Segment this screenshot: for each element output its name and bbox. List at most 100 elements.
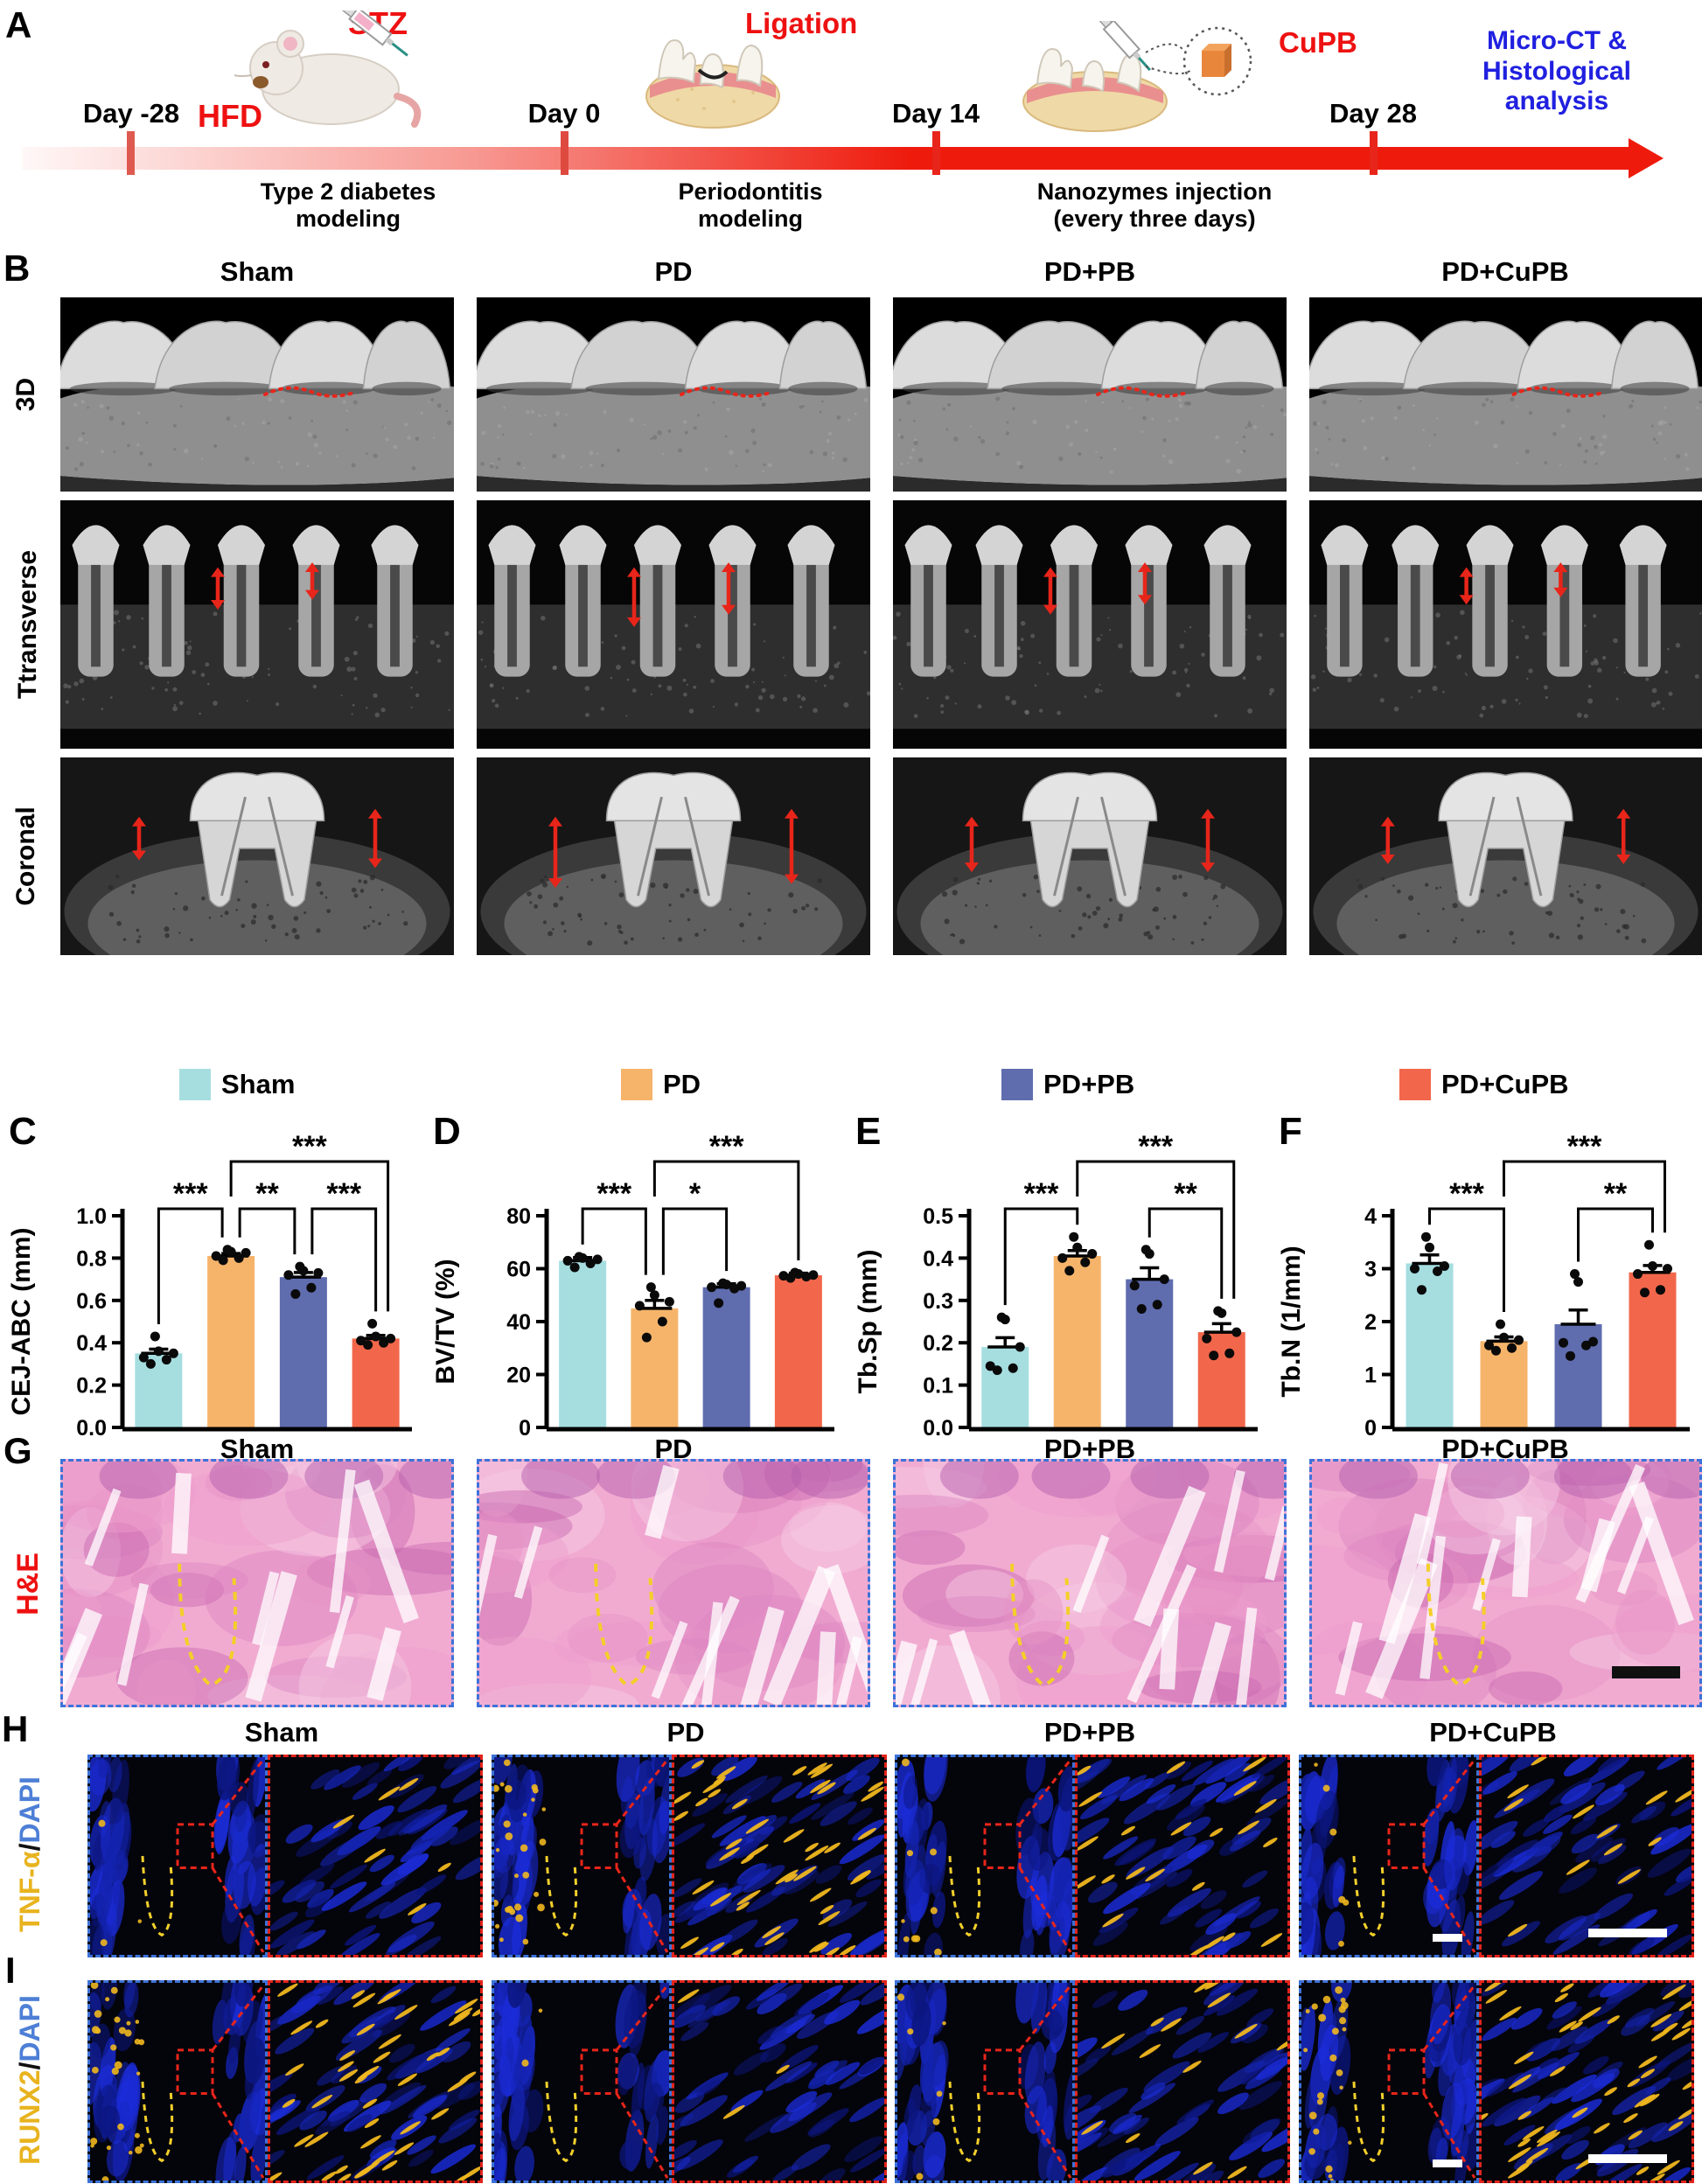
- endpoint-label: Micro-CT & Histological analysis: [1434, 26, 1679, 117]
- panel-b-header-pdpb: PD+PB: [1043, 256, 1136, 287]
- timeline-tick-day0: [561, 131, 568, 175]
- svg-text:***: ***: [292, 1130, 327, 1163]
- runx2-overview-sham: [87, 1980, 268, 2183]
- day-0-label: Day 0: [527, 98, 601, 129]
- legend-item-sham: Sham: [179, 1067, 295, 1102]
- legend-label-pdpb: PD+PB: [1043, 1069, 1135, 1099]
- microct-trans-pd+cupb: [1309, 500, 1702, 749]
- svg-text:0: 0: [519, 1416, 531, 1441]
- svg-text:**: **: [1174, 1177, 1197, 1211]
- svg-text:Tb.Sp (mm): Tb.Sp (mm): [854, 1250, 882, 1394]
- svg-text:**: **: [255, 1177, 279, 1211]
- timeline-arrow: [22, 147, 1636, 170]
- he-image-pd+cupb: [1309, 1459, 1702, 1707]
- phase-2-line1: Periodontitis: [678, 178, 823, 205]
- phase-1-line1: Type 2 diabetes: [260, 178, 436, 205]
- svg-text:***: ***: [326, 1177, 361, 1211]
- panel-g-header-pdpb: PD+PB: [1043, 1434, 1136, 1464]
- panel-h-header-pd: PD: [666, 1717, 705, 1748]
- injection-cupb-icon: [1022, 21, 1252, 132]
- runx2-zoom-sham: [268, 1980, 483, 2183]
- panel-i-letter: I: [5, 1950, 16, 1991]
- microct-coronal-sham: [60, 757, 454, 955]
- microct-ct3d-pd+pb: [893, 297, 1287, 492]
- svg-text:Tb.N (1/mm): Tb.N (1/mm): [1277, 1246, 1306, 1397]
- tnfa-overview-pd+cupb: [1298, 1755, 1479, 1957]
- svg-text:0.4: 0.4: [923, 1246, 953, 1271]
- svg-text:0.8: 0.8: [76, 1246, 107, 1271]
- runx2-overview-pd+cupb: [1298, 1980, 1479, 2183]
- panel-h-header-pdpb: PD+PB: [1043, 1717, 1136, 1748]
- he-image-pd: [477, 1459, 870, 1707]
- svg-text:F: F: [1279, 1110, 1302, 1153]
- microct-coronal-pd: [477, 757, 870, 955]
- svg-text:***: ***: [709, 1130, 744, 1163]
- phase-3-line2: (every three days): [1053, 206, 1256, 233]
- svg-text:80: 80: [506, 1204, 531, 1229]
- phase-2-label: Periodontitis modeling: [567, 178, 934, 233]
- panel-b-header-sham: Sham: [220, 256, 295, 287]
- microct-trans-pd+pb: [893, 500, 1287, 749]
- microct-ct3d-pd: [477, 297, 870, 492]
- legend-item-pdpb: PD+PB: [1001, 1067, 1134, 1102]
- svg-text:0.4: 0.4: [76, 1331, 107, 1356]
- svg-text:*: *: [689, 1177, 701, 1211]
- svg-text:***: ***: [173, 1177, 208, 1211]
- mouse-illustration-icon: [234, 10, 422, 128]
- day-28-label: Day 28: [1329, 98, 1417, 129]
- svg-text:***: ***: [1567, 1130, 1602, 1163]
- legend-item-pdcupb: PD+CuPB: [1399, 1067, 1569, 1102]
- endpoint-line3: analysis: [1504, 87, 1609, 115]
- he-image-pd+pb: [893, 1459, 1287, 1707]
- panel-g-header-pd: PD: [654, 1434, 693, 1464]
- legend-swatch-pdpb: [1001, 1069, 1033, 1100]
- panel-h-letter: H: [2, 1708, 29, 1749]
- endpoint-line2: Histological: [1482, 56, 1632, 86]
- svg-text:0.3: 0.3: [923, 1289, 953, 1314]
- svg-text:0.5: 0.5: [923, 1204, 953, 1229]
- svg-text:***: ***: [1024, 1177, 1059, 1211]
- legend-label-sham: Sham: [221, 1069, 296, 1099]
- tnfa-zoom-pd: [671, 1755, 887, 1957]
- svg-text:C: C: [9, 1110, 37, 1153]
- tnfa-zoom-sham: [268, 1755, 483, 1957]
- ligation-tooth-icon: [645, 38, 780, 129]
- panel-b-header-pd: PD: [654, 256, 693, 287]
- svg-text:0.6: 0.6: [76, 1289, 107, 1314]
- svg-text:0.0: 0.0: [76, 1416, 107, 1441]
- microct-trans-sham: [60, 500, 454, 749]
- tnfa-overview-pd: [491, 1755, 672, 1957]
- endpoint-line1: Micro-CT &: [1487, 26, 1627, 55]
- phase-1-line2: modeling: [296, 206, 401, 233]
- legend-swatch-pd: [621, 1069, 652, 1100]
- legend-label-pd: PD: [663, 1069, 701, 1099]
- svg-text:60: 60: [506, 1258, 531, 1282]
- runx2-zoom-pd: [671, 1980, 887, 2183]
- svg-text:0.0: 0.0: [923, 1416, 953, 1441]
- legend-label-pdcupb: PD+CuPB: [1441, 1069, 1569, 1099]
- legend-swatch-pdcupb: [1399, 1069, 1431, 1100]
- svg-text:E: E: [855, 1110, 881, 1153]
- svg-text:0.2: 0.2: [923, 1331, 953, 1356]
- panel-h-header-pdcupb: PD+CuPB: [1429, 1717, 1557, 1748]
- microct-ct3d-sham: [60, 297, 454, 492]
- svg-text:CEJ-ABC (mm): CEJ-ABC (mm): [7, 1227, 36, 1415]
- chart-tbsp: 0.0 0.1 0.2 0.3 0.4 0.5 Tb.Sp (mm) E *** ** ***: [847, 1104, 1270, 1452]
- svg-text:1: 1: [1364, 1364, 1377, 1388]
- svg-text:***: ***: [1138, 1130, 1173, 1163]
- panel-b-letter: B: [3, 248, 31, 289]
- chart-tbn: 0 1 2 3 4 Tb.N (1/mm) F *** ** ***: [1270, 1104, 1702, 1452]
- panel-a-letter: A: [5, 4, 32, 45]
- timeline-tick-day28: [1370, 131, 1378, 175]
- phase-2-line2: modeling: [698, 206, 803, 233]
- panel-b-header-pdcupb: PD+CuPB: [1441, 256, 1569, 287]
- phase-3-label: Nanozymes injection (every three days): [971, 178, 1338, 233]
- svg-text:***: ***: [1449, 1177, 1484, 1211]
- panel-g-header-pdcupb: PD+CuPB: [1441, 1434, 1569, 1464]
- svg-text:4: 4: [1364, 1204, 1377, 1229]
- runx2-overview-pd: [491, 1980, 672, 2183]
